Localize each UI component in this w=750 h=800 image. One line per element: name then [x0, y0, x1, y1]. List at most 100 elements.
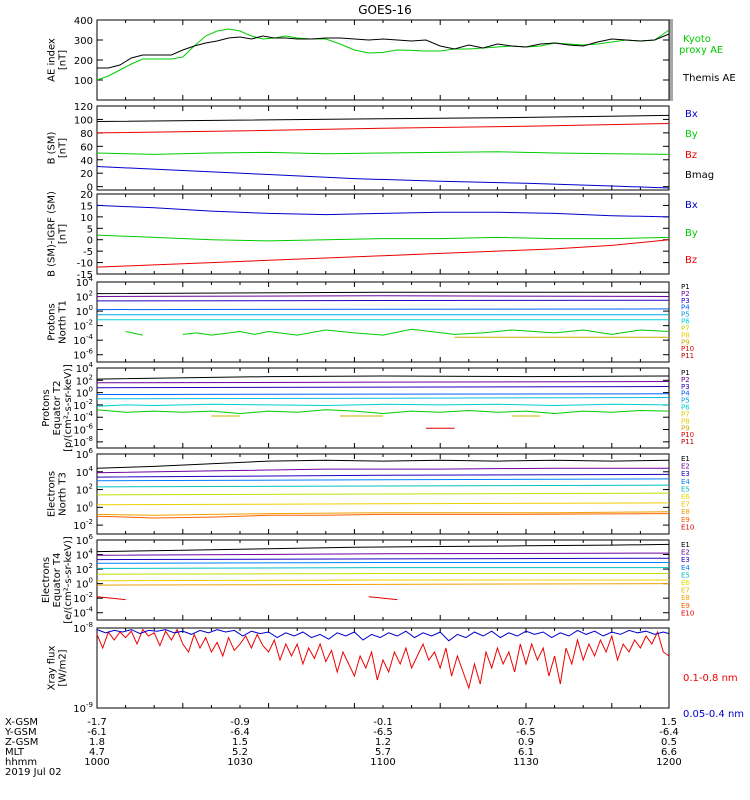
y-tick-label: 0 — [87, 236, 93, 247]
channel-label-P4: P4 — [681, 390, 690, 398]
footer-cell: 0.5 — [661, 737, 677, 748]
footer-row-label: 2019 Jul 02 — [5, 767, 62, 778]
series-E4 — [96, 478, 670, 482]
y-tick-label: 5 — [87, 224, 93, 235]
series-E6 — [96, 573, 669, 575]
footer-cell: 1.2 — [375, 737, 391, 748]
series-E6 — [96, 492, 670, 496]
channel-label-E3: E3 — [681, 470, 690, 478]
legend-xray-long: 0.1-0.8 nm — [683, 673, 738, 684]
series-E10a — [96, 596, 126, 601]
footer-cell: -6.5 — [516, 727, 536, 738]
y-tick-label: 20 — [80, 169, 93, 180]
y-axis-label: B (SM) [nT] — [47, 131, 69, 164]
series-Bz — [96, 239, 670, 268]
channel-label-E6: E6 — [681, 579, 690, 587]
footer-cell: 1000 — [84, 757, 109, 768]
footer-cell: -6.5 — [373, 727, 393, 738]
footer-cell: -0.9 — [230, 717, 250, 728]
channel-label-P8: P8 — [681, 417, 690, 425]
y-axis-label-line: Equator T2 — [52, 381, 63, 436]
y-tick-label: 10-4 — [73, 333, 93, 347]
series-E7 — [96, 579, 669, 582]
y-axis-label-line: [nT] — [58, 138, 69, 158]
legend-xray-short: 0.05-0.4 nm — [683, 709, 744, 720]
y-axis-label-line: Equator T4 — [52, 553, 63, 608]
panel-frame — [96, 281, 670, 363]
series-P7 — [182, 328, 670, 336]
footer-row-label: Z-GSM — [5, 737, 38, 748]
channel-label-E1: E1 — [681, 541, 690, 549]
y-tick-label: 40 — [80, 156, 93, 167]
footer-cell: 1100 — [370, 757, 395, 768]
y-tick-label: 102 — [76, 562, 93, 576]
footer-cell: 6.6 — [661, 747, 677, 758]
panel-frame — [96, 193, 670, 275]
channel-label-E7: E7 — [681, 501, 690, 509]
y-tick-label: 10-6 — [73, 423, 93, 437]
channel-label-E5: E5 — [681, 571, 690, 579]
series-P2 — [96, 295, 670, 297]
series-P1 — [96, 291, 669, 295]
channel-label-E8: E8 — [681, 508, 690, 516]
y-tick-label: 104 — [76, 465, 94, 479]
y-tick-label: 100 — [74, 115, 93, 126]
y-axis-label-line: Electrons — [41, 557, 52, 603]
footer-cell: -6.4 — [230, 727, 250, 738]
panel-frame — [96, 627, 670, 709]
series-Bz — [96, 123, 670, 134]
y-tick-label: 10-4 — [73, 606, 93, 620]
channel-label-P6: P6 — [681, 404, 690, 412]
series-P8 — [125, 331, 143, 336]
channel-label-P2: P2 — [681, 290, 690, 298]
y-tick-label: 300 — [74, 36, 93, 47]
footer-cell: 4.7 — [89, 747, 105, 758]
series-E5 — [96, 567, 669, 569]
legend-b-By: By — [685, 129, 698, 140]
series-P4 — [96, 393, 670, 395]
y-axis-label-line: Electrons — [47, 471, 58, 517]
y-axis-label: B (SM)-IGRF (SM) [nT] — [47, 191, 69, 277]
y-axis-label-line: Xray flux — [47, 646, 58, 691]
legend-dbb-Bz: Bz — [685, 255, 697, 266]
y-axis-label: AE index [nT] — [47, 38, 69, 82]
footer-row-label: hhmm — [5, 757, 37, 768]
y-axis-label: Protons Equator T2 [p/(cm²-s-sr-keV)] — [41, 364, 74, 452]
channel-label-P5: P5 — [681, 397, 690, 405]
y-tick-label: 120 — [74, 102, 93, 113]
y-tick-label: 104 — [76, 548, 94, 562]
channel-label-P9: P9 — [681, 424, 690, 432]
y-tick-label: -5 — [83, 247, 93, 258]
channel-label-P5: P5 — [681, 311, 690, 319]
footer-cell: 1.8 — [89, 737, 105, 748]
series-Themis AE — [97, 33, 670, 69]
channel-label-P9: P9 — [681, 338, 690, 346]
panel-xray: 10-8 10-9 Xray flux [W/m2] — [47, 621, 670, 715]
y-axis-label-line: Protons — [47, 303, 58, 340]
y-axis-label: Xray flux [W/m2] — [47, 646, 69, 691]
footer-cell: -6.4 — [659, 727, 679, 738]
series-E9 — [96, 513, 670, 519]
y-tick-label: 100 — [76, 386, 93, 400]
y-tick-label: 10-2 — [73, 591, 93, 605]
series-E1 — [96, 543, 670, 553]
footer-cell: 5.2 — [232, 747, 248, 758]
y-axis-label-line: B (SM) — [47, 131, 58, 164]
y-axis-label-line: AE index — [47, 38, 58, 82]
y-tick-label: -10 — [77, 259, 93, 270]
channel-label-P6: P6 — [681, 318, 690, 326]
footer-cell: 1.5 — [661, 717, 677, 728]
y-tick-label: -15 — [77, 270, 93, 281]
channel-label-E10: E10 — [681, 609, 694, 617]
channel-label-P8: P8 — [681, 331, 690, 339]
y-axis-label-line: [p/(cm²-s-sr-keV)] — [63, 364, 74, 452]
series-P3 — [96, 299, 670, 302]
y-axis-label-line: North T1 — [58, 300, 69, 344]
footer-cell: -0.1 — [373, 717, 393, 728]
series-E7 — [96, 502, 670, 506]
channel-label-E10: E10 — [681, 523, 694, 531]
y-tick-label: 100 — [76, 304, 93, 318]
